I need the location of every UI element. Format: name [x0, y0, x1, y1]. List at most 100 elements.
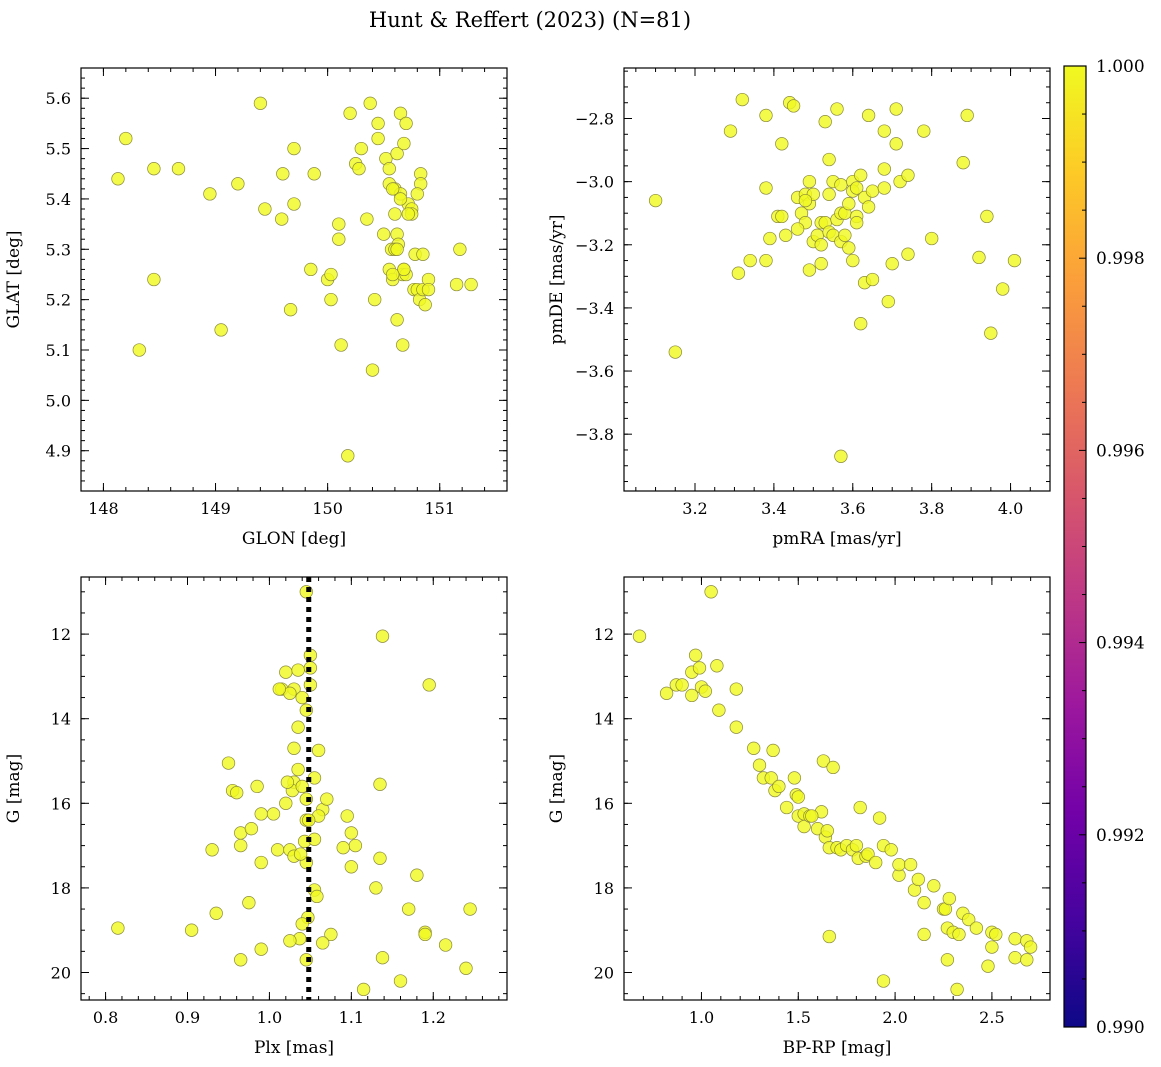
data-point	[254, 942, 268, 956]
data-point	[421, 282, 436, 297]
axes-frame	[623, 576, 1051, 1001]
data-point	[371, 131, 385, 146]
y-tick-label: 18	[594, 879, 614, 898]
data-point	[775, 209, 789, 224]
data-point	[1008, 951, 1022, 965]
data-point	[279, 665, 293, 679]
data-point	[360, 212, 374, 226]
x-tick-label: 4.0	[998, 499, 1023, 518]
axes-frame	[80, 576, 508, 1001]
data-point	[816, 754, 831, 768]
data-point	[842, 197, 856, 211]
data-point	[980, 209, 994, 224]
data-point	[147, 272, 161, 287]
y-tick-label: 5.6	[46, 89, 71, 108]
ticks	[623, 577, 1051, 1000]
y-tick-label: 16	[594, 794, 614, 813]
y-axis-label: G [mag]	[4, 754, 24, 823]
data-point	[422, 678, 436, 692]
data-point	[632, 629, 647, 643]
data-point	[341, 449, 355, 463]
data-point	[320, 792, 334, 806]
y-axis-label: GLAT [deg]	[4, 230, 24, 328]
y-tick-label: −3.4	[575, 299, 614, 318]
data-point	[244, 822, 259, 836]
data-point	[459, 961, 473, 975]
axes-frame	[623, 67, 1051, 492]
data-point	[877, 162, 891, 176]
data-point	[927, 879, 941, 893]
data-point	[872, 811, 887, 825]
data-point	[692, 661, 707, 675]
data-point	[861, 108, 876, 123]
data-point	[132, 343, 146, 357]
y-tick-label: 5.0	[46, 391, 71, 410]
y-tick-label: −3.2	[575, 236, 614, 255]
data-point	[917, 124, 931, 138]
subplot-cmd: 1.0 1.5 2.0 2.5 12 14 16 18 20 BP-RP [mag] G [mag]	[547, 576, 1051, 1058]
y-axis-label: G [mag]	[547, 754, 567, 823]
data-point	[399, 116, 413, 131]
data-point	[668, 345, 682, 359]
x-axis-label: GLON [deg]	[242, 529, 346, 549]
y-tick-label: −3.6	[575, 362, 614, 381]
data-point	[787, 771, 802, 785]
data-point	[764, 771, 778, 785]
data-point	[377, 227, 391, 241]
data-point	[1007, 253, 1022, 268]
data-point	[397, 136, 411, 151]
data-point	[876, 974, 891, 988]
data-point	[324, 927, 338, 942]
y-tick-label: 18	[51, 879, 71, 898]
data-point	[283, 934, 297, 948]
data-point	[272, 682, 286, 696]
x-tick-label: 2.5	[979, 1008, 1004, 1027]
data-point	[903, 857, 918, 872]
x-tick-label: 1.5	[786, 1008, 811, 1027]
data-point	[729, 720, 743, 734]
y-tick-label: −3.8	[575, 425, 614, 444]
data-point	[779, 228, 793, 242]
data-point	[270, 843, 285, 857]
data-point	[221, 756, 236, 770]
data-point	[464, 277, 478, 292]
data-point	[287, 197, 301, 211]
data-point	[861, 847, 875, 861]
data-point	[820, 824, 834, 838]
data-point	[402, 902, 416, 916]
data-point	[850, 181, 864, 195]
data-point	[266, 807, 281, 821]
data-point	[390, 242, 404, 256]
data-point	[388, 207, 402, 221]
data-point	[950, 982, 964, 997]
data-point	[892, 857, 906, 872]
y-tick-label: 12	[51, 625, 71, 644]
figure-title: Hunt & Reffert (2023) (N=81)	[369, 8, 691, 32]
data-point	[397, 262, 411, 277]
y-tick-label: −3.0	[575, 173, 614, 192]
subplot-plx_g: 0.8 0.9 1.0 1.1 1.2 12 14 16 18 20 Plx [mas] G [mag…	[4, 576, 508, 1058]
colorbar-ticks: 0.990 0.992 0.994 0.996 0.998 1.000	[1079, 57, 1145, 1038]
data-point	[382, 162, 396, 176]
colorbar-tick-label: 0.998	[1096, 249, 1145, 269]
data-point	[396, 338, 410, 352]
data-point	[390, 313, 404, 327]
data-point	[985, 940, 999, 954]
data-point	[324, 292, 338, 307]
data-point	[214, 323, 228, 337]
data-point	[453, 242, 467, 256]
data-point	[295, 917, 309, 931]
data-point	[393, 974, 408, 988]
x-tick-label: 3.6	[840, 499, 865, 518]
data-point	[659, 686, 674, 700]
data-point	[276, 167, 290, 181]
data-point	[111, 921, 125, 935]
data-point	[295, 779, 309, 794]
data-point	[688, 648, 703, 662]
data-point	[418, 298, 432, 312]
x-tick-label: 1.0	[689, 1008, 714, 1027]
x-tick-label: 151	[424, 499, 455, 518]
data-point	[752, 758, 767, 772]
data-point	[780, 800, 794, 815]
